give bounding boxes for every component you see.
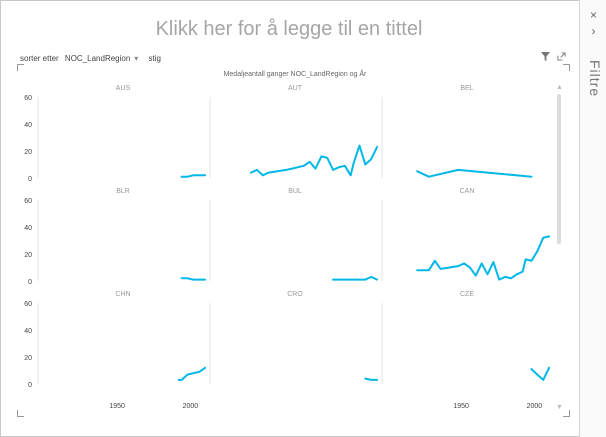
visual-header-icons — [537, 52, 566, 64]
resize-handle-bottom-right[interactable] — [563, 410, 570, 417]
filter-pane[interactable]: × › Filtre — [579, 0, 606, 437]
series-line — [332, 275, 379, 281]
y-tick-label: 60 — [24, 95, 32, 102]
panel-label: CZE — [460, 291, 474, 298]
panel-label: BLR — [116, 188, 130, 195]
y-tick-label: 60 — [24, 198, 32, 205]
x-tick-label: 2000 — [527, 403, 543, 410]
sort-prefix: sorter etter — [20, 54, 59, 63]
panel-label: BEL — [460, 85, 473, 92]
series-line — [180, 277, 207, 281]
filter-icon[interactable] — [541, 52, 553, 64]
y-tick-label: 40 — [24, 122, 32, 129]
y-tick-label: 0 — [28, 382, 32, 389]
filter-pane-label: Filtre — [587, 60, 603, 98]
panel-label: CHN — [115, 291, 130, 298]
sort-order[interactable]: stig — [148, 54, 161, 63]
series-line — [416, 168, 533, 178]
y-tick-label: 20 — [24, 355, 32, 362]
panel-label: BUL — [288, 188, 302, 195]
sort-bar: sorter etter NOC_LandRegion ▾ stig — [20, 54, 165, 63]
resize-handle-top-left[interactable] — [17, 64, 24, 71]
x-tick-label: 2000 — [183, 403, 199, 410]
panel-label: CAN — [460, 188, 475, 195]
chevron-right-icon[interactable]: › — [591, 24, 596, 38]
y-tick-label: 20 — [24, 252, 32, 259]
scroll-up-icon[interactable]: ▲ — [556, 84, 563, 91]
focus-mode-icon[interactable] — [557, 52, 566, 64]
series-line — [530, 366, 551, 381]
scrollbar[interactable] — [557, 94, 561, 244]
panel-label: AUT — [288, 85, 303, 92]
series-line — [177, 366, 207, 381]
y-tick-label: 0 — [28, 176, 32, 183]
x-tick-label: 1950 — [109, 403, 125, 410]
series-line — [364, 377, 379, 381]
x-tick-label: 1950 — [453, 403, 469, 410]
report-title-placeholder[interactable]: Klikk her for å legge til en tittel — [155, 18, 423, 40]
panel-label: CRO — [287, 291, 303, 298]
series-line — [416, 235, 551, 281]
sort-field: NOC_LandRegion — [64, 54, 131, 63]
chart-title: Medaljeantall ganger NOC_LandRegion og Å… — [223, 71, 367, 78]
dropdown-triangle-icon: ▾ — [134, 54, 139, 63]
scroll-down-icon[interactable]: ▼ — [556, 404, 563, 411]
y-tick-label: 60 — [24, 301, 32, 308]
panel-label: AUS — [116, 85, 131, 92]
series-line — [250, 144, 379, 177]
sort-field-dropdown[interactable]: NOC_LandRegion ▾ — [65, 54, 142, 63]
resize-handle-bottom-left[interactable] — [17, 410, 24, 417]
y-tick-label: 40 — [24, 225, 32, 232]
series-line — [180, 174, 207, 178]
close-icon[interactable]: × — [589, 8, 597, 22]
y-tick-label: 0 — [28, 279, 32, 286]
y-tick-label: 40 — [24, 328, 32, 335]
y-tick-label: 20 — [24, 149, 32, 156]
resize-handle-top-right[interactable] — [563, 64, 570, 71]
